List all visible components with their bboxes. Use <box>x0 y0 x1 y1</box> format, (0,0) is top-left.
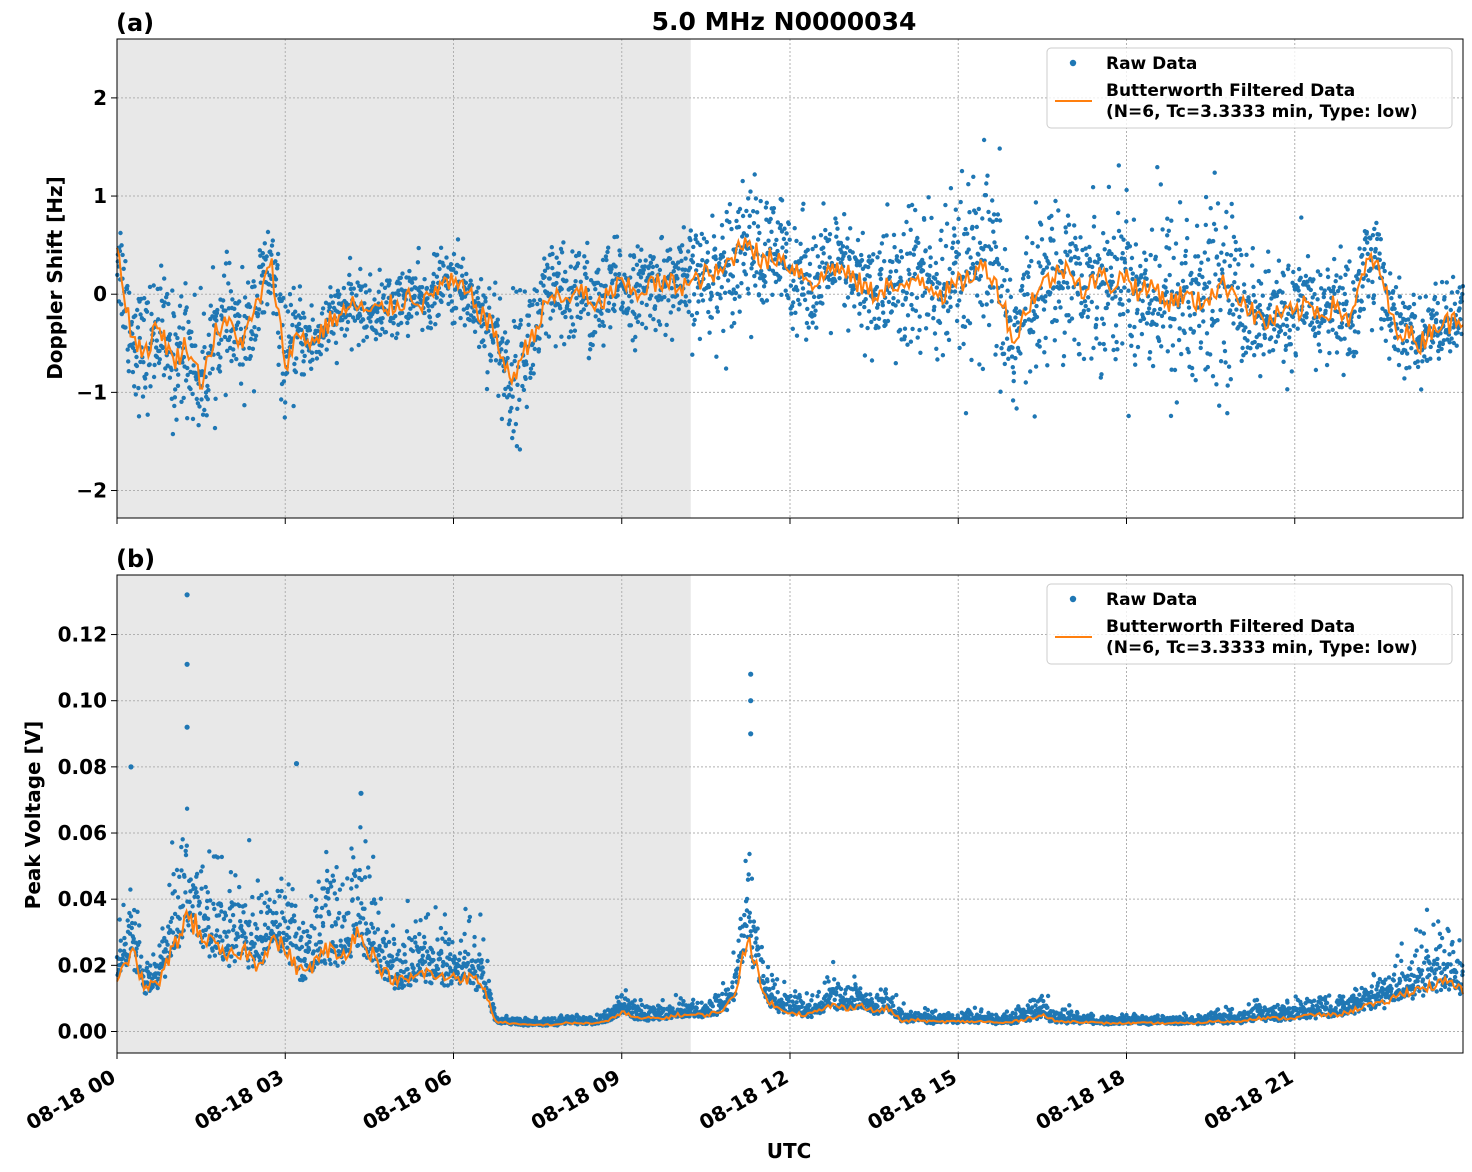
chart-title: 5.0 MHz N0000034 <box>652 7 917 36</box>
x-tick-label: 08-18 18 <box>1031 1065 1129 1135</box>
legend-raw-marker <box>1069 59 1077 67</box>
x-tick-label: 08-18 03 <box>190 1065 288 1135</box>
x-axis-label: UTC <box>767 1139 812 1163</box>
night-shade-region <box>117 39 691 518</box>
y-axis-label-voltage: Peak Voltage [V] <box>21 721 45 910</box>
legend-box <box>1046 583 1453 665</box>
legend-b: Raw Data Butterworth Filtered Data (N=6, … <box>1046 583 1453 665</box>
y-tick-label: 0.10 <box>58 689 107 713</box>
x-tick-label: 08-18 15 <box>863 1065 961 1135</box>
legend-raw-label: Raw Data <box>1106 54 1197 74</box>
panel-label-b: (b) <box>116 545 155 573</box>
raw-data-dots <box>115 137 1466 452</box>
panel-label-a: (a) <box>116 9 154 37</box>
x-tick-label: 08-18 09 <box>527 1065 625 1135</box>
y-tick-label: 0.08 <box>58 755 107 779</box>
y-tick-label: 1 <box>93 184 107 208</box>
legend-filtered-label-line2: (N=6, Tc=3.3333 min, Type: low) <box>1106 102 1418 122</box>
y-tick-label: 0.06 <box>58 821 107 845</box>
y-tick-label: −1 <box>76 380 107 404</box>
x-tick-label: 08-18 00 <box>22 1065 120 1135</box>
legend-filtered-label-line2: (N=6, Tc=3.3333 min, Type: low) <box>1106 638 1418 658</box>
y-axis-ticks: 0.00 0.02 0.04 0.06 0.08 0.10 0.12 <box>58 623 117 1043</box>
legend-filtered-label: Butterworth Filtered Data (N=6, Tc=3.3333… <box>1106 81 1418 122</box>
x-axis-ticks: 08-18 00 08-18 03 08-18 06 08-18 09 08-18 12… <box>22 1053 1297 1135</box>
x-tick-label: 08-18 21 <box>1200 1065 1298 1135</box>
y-tick-label: 0.00 <box>58 1019 107 1043</box>
x-tick-label: 08-18 12 <box>695 1065 793 1135</box>
filtered-data-line <box>116 907 1464 1027</box>
x-tick-label: 08-18 06 <box>358 1065 456 1135</box>
legend-filtered-label: Butterworth Filtered Data (N=6, Tc=3.3333… <box>1106 617 1418 658</box>
y-tick-label: 2 <box>93 86 107 110</box>
x-axis-ticks <box>116 518 1296 524</box>
y-axis-ticks: −2 −1 0 1 2 <box>76 86 117 503</box>
legend-box <box>1046 47 1453 129</box>
y-tick-label: 0.02 <box>58 953 107 977</box>
panel-a-doppler-shift: −2 −1 0 1 2 (a) 5.0 MHz N0000034 Doppler Shi… <box>43 7 1466 524</box>
y-tick-label: 0.12 <box>58 623 107 647</box>
y-axis-label-doppler: Doppler Shift [Hz] <box>43 176 67 380</box>
filtered-data-line <box>116 237 1464 390</box>
legend-raw-label: Raw Data <box>1106 590 1197 610</box>
legend-raw-marker <box>1069 595 1077 603</box>
y-tick-label: 0.04 <box>58 887 107 911</box>
legend-filtered-label-line1: Butterworth Filtered Data <box>1106 81 1355 101</box>
y-tick-label: −2 <box>76 479 107 503</box>
raw-data-points <box>115 137 1466 452</box>
legend-a: Raw Data Butterworth Filtered Data (N=6, … <box>1046 47 1453 129</box>
panel-b-peak-voltage: 0.000.020.040.060.080.100.12 08-18 00 08-… <box>21 545 1465 1163</box>
y-tick-label: 0 <box>93 282 107 306</box>
legend-filtered-label-line1: Butterworth Filtered Data <box>1106 617 1355 637</box>
